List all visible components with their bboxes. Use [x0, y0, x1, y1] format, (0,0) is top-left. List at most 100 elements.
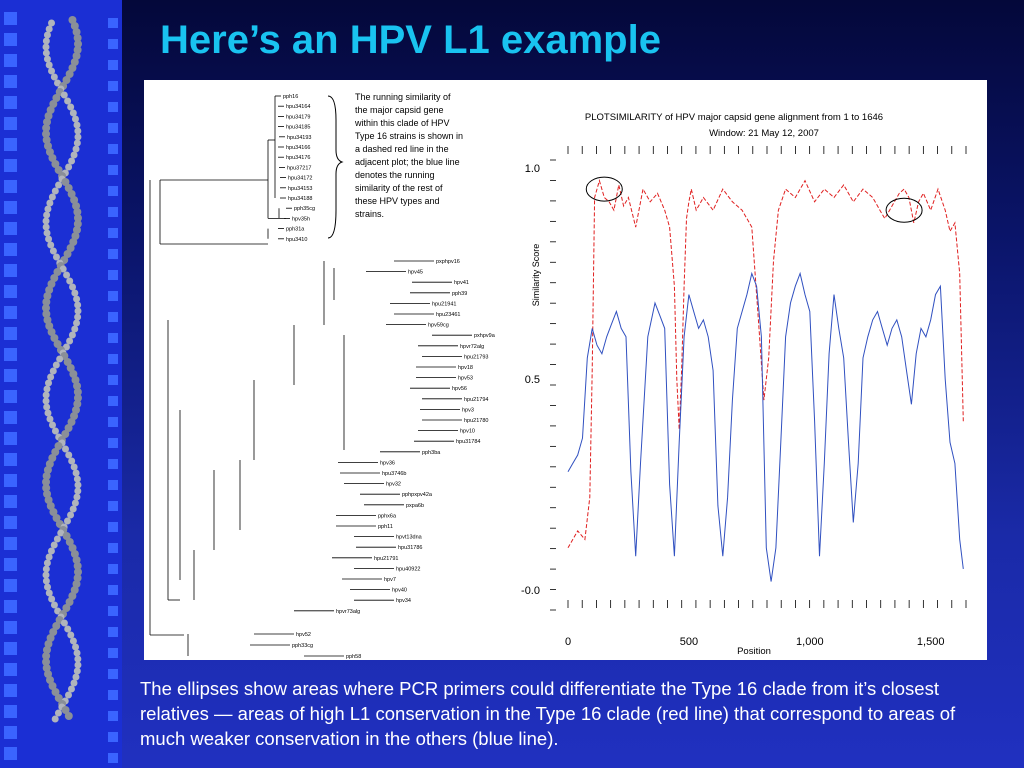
chart-title: PLOTSIMILARITY of HPV major capsid gene …: [585, 112, 883, 123]
decorative-square: [108, 501, 118, 511]
annotation-line: denotes the running: [355, 170, 435, 180]
tree-leaf-label: hpu21941: [432, 301, 456, 307]
decorative-square: [4, 159, 17, 172]
decorative-square: [4, 33, 17, 46]
decorative-square: [108, 81, 118, 91]
tree-leaf-label: pph35cg: [294, 206, 315, 212]
decorative-square: [108, 543, 118, 553]
decorative-square: [4, 600, 17, 613]
decorative-square: [108, 522, 118, 532]
annotation-line: strains.: [355, 209, 384, 219]
similarity-chart: PLOTSIMILARITY of HPV major capsid gene …: [521, 112, 967, 657]
tree-leaf-label: hpv18: [458, 365, 473, 371]
decorative-square: [4, 558, 17, 571]
tree-leaf-label: hpu21780: [464, 418, 488, 424]
decorative-square: [4, 201, 17, 214]
tree-leaf-label: pxpa6b: [406, 503, 424, 509]
decorative-square: [108, 186, 118, 196]
decorative-square: [108, 354, 118, 364]
decorative-square: [108, 60, 118, 70]
decorative-squares: [4, 12, 118, 763]
decorative-square: [4, 726, 17, 739]
annotation-line: these HPV types and: [355, 196, 440, 206]
decorative-square: [4, 180, 17, 193]
tree-leaf-label: hpv59cg: [428, 323, 449, 329]
decorative-square: [108, 669, 118, 679]
tree-leaf-label: hpu31786: [398, 545, 422, 551]
decorative-square: [108, 144, 118, 154]
tree-leaf-label: hpu34172: [288, 176, 312, 182]
decorative-square: [4, 579, 17, 592]
tree-leaf-label: pph31a: [286, 227, 305, 233]
decorative-square: [4, 642, 17, 655]
decorative-square: [108, 585, 118, 595]
decorative-square: [4, 411, 17, 424]
figure-canvas: pph16 hpu34164 hpu34179 hpu34185 hpu34193 hpu…: [149, 92, 967, 660]
annotation-line: the major capsid gene: [355, 105, 444, 115]
tree-leaf-label: hpv7: [384, 577, 396, 583]
annotation-line: a dashed red line in the: [355, 144, 449, 154]
decorative-square: [108, 438, 118, 448]
decorative-square: [4, 747, 17, 760]
tree-leaf-label: hpv41: [454, 280, 469, 286]
dna-molecule-image: [42, 16, 82, 723]
phylogenetic-tree: pph16 hpu34164 hpu34179 hpu34185 hpu34193 hpu…: [149, 94, 496, 660]
decorative-square: [4, 12, 17, 25]
tree-leaf-label: pph3ba: [422, 450, 441, 456]
slide-title: Here’s an HPV L1 example: [160, 18, 661, 62]
decorative-square: [108, 375, 118, 385]
decorative-square: [108, 564, 118, 574]
decorative-square: [4, 453, 17, 466]
tree-leaf-label: hpv40: [392, 588, 407, 594]
tree-leaf-label: hpu3410: [286, 237, 307, 243]
tree-leaf-label: hpvt13dna: [396, 535, 423, 541]
annotation-line: adjacent plot; the blue line: [355, 157, 460, 167]
decorative-square: [4, 390, 17, 403]
decorative-square: [4, 516, 17, 529]
annotation-line: Type 16 strains is shown in: [355, 131, 463, 141]
decorative-square: [4, 222, 17, 235]
tree-leaf-label: hpu34188: [288, 196, 312, 202]
tree-leaf-label: hpu23461: [436, 312, 460, 318]
tree-leaf-label: hpv45: [408, 270, 423, 276]
tree-leaf-label: pph16: [283, 94, 298, 100]
tree-leaf-label: hpu21791: [374, 556, 398, 562]
tree-leaf-label: pphx6a: [378, 513, 397, 519]
decorative-square: [4, 474, 17, 487]
tree-leaf-label: hpvr72alg: [460, 344, 484, 350]
annotation-line: The running similarity of: [355, 92, 451, 102]
decorative-square: [4, 432, 17, 445]
tree-leaf-label: hpu34153: [288, 186, 312, 192]
slide-caption: The ellipses show areas where PCR primer…: [140, 678, 956, 749]
tree-leaf-label: hpu3746b: [382, 471, 406, 477]
tree-leaf-label: hpv53: [458, 376, 473, 382]
decorative-square: [108, 333, 118, 343]
decorative-square: [4, 705, 17, 718]
decorative-square: [108, 732, 118, 742]
decorative-square: [4, 117, 17, 130]
tree-leaf-label: hpu37217: [287, 165, 311, 171]
tree-leaf-label: hpu21794: [464, 397, 488, 403]
decorative-square: [4, 285, 17, 298]
decorative-square: [4, 54, 17, 67]
decorative-square: [4, 621, 17, 634]
decorative-square: [4, 138, 17, 151]
tree-leaf-label: hpu34193: [287, 135, 311, 141]
annotation-line: within this clade of HPV: [354, 118, 450, 128]
x-tick-label: 500: [680, 636, 698, 648]
decorative-square: [4, 327, 17, 340]
decorative-square: [108, 228, 118, 238]
decorative-square: [4, 495, 17, 508]
decorative-square: [4, 75, 17, 88]
decorative-square: [108, 627, 118, 637]
tree-leaf-label: hpv34: [396, 598, 411, 604]
decorative-square: [108, 123, 118, 133]
tree-leaf-label: hpv56: [452, 386, 467, 392]
tree-leaf-label: hpu21793: [464, 354, 488, 360]
tree-leaf-label: pph39: [452, 291, 467, 297]
tree-leaf-label: hpv10: [460, 429, 475, 435]
decorative-square: [108, 249, 118, 259]
highlight-ellipse: [885, 197, 923, 223]
decorative-square: [108, 417, 118, 427]
x-tick-label: 1,500: [917, 636, 945, 648]
